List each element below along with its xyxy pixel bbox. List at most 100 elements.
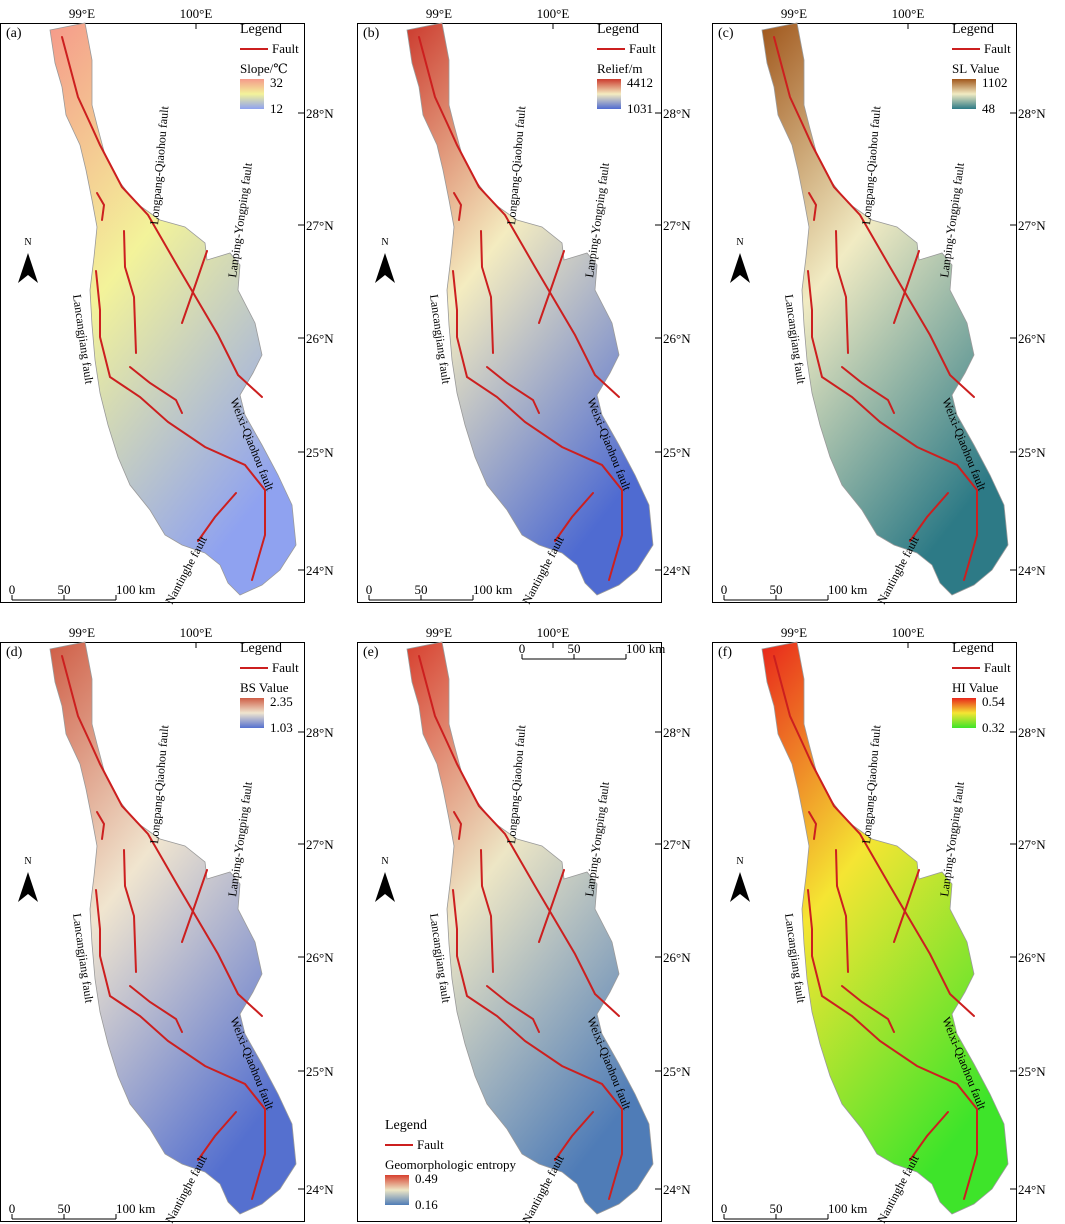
lon-label-100: 100°E: [180, 625, 213, 640]
legend-colorbar: [952, 79, 976, 109]
scale-label-100: 100 km: [626, 641, 665, 656]
legend-colorbar: [385, 1175, 409, 1205]
panel-label-f: (f): [718, 645, 732, 660]
fault-line-4: [129, 366, 183, 414]
fault-line-1: [96, 811, 106, 840]
north-label: N: [381, 237, 388, 248]
fault-line-1: [808, 811, 818, 840]
fault-label-lanping: Lanping-Yongping fault: [582, 780, 612, 897]
lon-label-100: 100°E: [892, 6, 925, 21]
panel-label-d: (d): [6, 645, 23, 660]
scale-label-100: 100 km: [116, 1201, 155, 1216]
lat-label-25: 25°N: [663, 445, 691, 460]
lat-label-28: 28°N: [306, 725, 334, 740]
map-frame: [357, 23, 662, 603]
lat-label-25: 25°N: [663, 1064, 691, 1079]
legend-colorbar: [240, 79, 264, 109]
lat-label-26: 26°N: [1018, 950, 1046, 965]
fault-line-6: [554, 492, 594, 542]
scale-label-0: 0: [519, 641, 526, 656]
lat-label-27: 27°N: [306, 837, 334, 852]
legend-colorbar: [597, 79, 621, 109]
fault-line-3: [807, 889, 978, 1200]
fault-line-3: [807, 270, 978, 581]
map-svg-a: 99°E 100°E 28°N 27°N 26°N 25°N 24°N (a) Longpang…: [0, 6, 334, 606]
north-label: N: [736, 237, 743, 248]
legend-colorbar: [240, 698, 264, 728]
scale-label-50: 50: [415, 582, 428, 597]
fault-label-lanping: Lanping-Yongping fault: [937, 161, 967, 278]
legend-max-value: 1102: [982, 75, 1008, 90]
legend-max-value: 0.49: [415, 1171, 438, 1186]
lat-label-26: 26°N: [306, 950, 334, 965]
panel-label-e: (e): [363, 645, 379, 660]
scale-label-0: 0: [721, 582, 728, 597]
north-arrow-icon: [730, 872, 750, 902]
legend-min-value: 1.03: [270, 720, 293, 735]
map-panel-c: 99°E 100°E 28°N 27°N 26°N 25°N 24°N (c) Longpang…: [712, 5, 1062, 606]
scale-label-50: 50: [58, 1201, 71, 1216]
fault-line-5: [181, 869, 208, 943]
legend-fault-label: Fault: [984, 41, 1011, 56]
lat-label-26: 26°N: [1018, 331, 1046, 346]
study-region: [49, 22, 297, 596]
fault-line-2: [480, 849, 494, 973]
lat-label-25: 25°N: [306, 445, 334, 460]
lat-label-27: 27°N: [1018, 218, 1046, 233]
legend-fault-label: Fault: [417, 1137, 444, 1152]
north-label: N: [736, 856, 743, 867]
fault-line-1: [96, 192, 106, 221]
scale-label-0: 0: [721, 1201, 728, 1216]
study-region: [406, 22, 654, 596]
fault-line-1: [808, 192, 818, 221]
fault-line-5: [538, 869, 565, 943]
scale-label-0: 0: [9, 582, 16, 597]
fault-line-4: [841, 366, 895, 414]
fault-line-6: [909, 492, 949, 542]
fault-line-4: [486, 985, 540, 1033]
legend-max-value: 4412: [627, 75, 653, 90]
map-panel-b: 99°E 100°E 28°N 27°N 26°N 25°N 24°N (b) Longpang…: [357, 5, 707, 606]
map-panel-e: 99°E 100°E 28°N 27°N 26°N 25°N 24°N (e) Longpang…: [357, 624, 707, 1224]
lat-label-26: 26°N: [663, 950, 691, 965]
legend-fault-label: Fault: [629, 41, 656, 56]
map-svg-c: 99°E 100°E 28°N 27°N 26°N 25°N 24°N (c) Longpang…: [712, 6, 1046, 606]
legend-fault-label: Fault: [272, 660, 299, 675]
lat-label-26: 26°N: [663, 331, 691, 346]
lat-label-24: 24°N: [306, 563, 334, 578]
scale-label-0: 0: [9, 1201, 16, 1216]
fault-line-0: [61, 655, 263, 1017]
legend-colorbar: [952, 698, 976, 728]
legend-fault-label: Fault: [984, 660, 1011, 675]
lat-label-24: 24°N: [663, 563, 691, 578]
fault-line-2: [123, 230, 137, 354]
map-svg-b: 99°E 100°E 28°N 27°N 26°N 25°N 24°N (b) Longpang…: [357, 6, 691, 606]
fault-label-longpang: Longpang-Qiaohou fault: [859, 105, 883, 225]
scale-label-100: 100 km: [116, 582, 155, 597]
legend-index-title: Geomorphologic entropy: [385, 1157, 517, 1172]
study-region: [761, 22, 1009, 596]
legend-title: Legend: [952, 22, 994, 37]
map-svg-d: 99°E 100°E 28°N 27°N 26°N 25°N 24°N (d) Longpang…: [0, 625, 334, 1224]
north-label: N: [24, 856, 31, 867]
fault-line-6: [554, 1111, 594, 1161]
lat-label-28: 28°N: [306, 106, 334, 121]
legend-title: Legend: [952, 641, 994, 656]
fault-line-0: [418, 655, 620, 1017]
map-panel-f: 99°E 100°E 28°N 27°N 26°N 25°N 24°N (f) Longpang…: [712, 624, 1062, 1224]
lon-label-100: 100°E: [537, 6, 570, 21]
fault-label-lanping: Lanping-Yongping fault: [225, 161, 255, 278]
north-arrow-icon: [375, 253, 395, 283]
lat-label-28: 28°N: [1018, 725, 1046, 740]
scale-label-50: 50: [770, 1201, 783, 1216]
fault-label-longpang: Longpang-Qiaohou fault: [147, 724, 171, 844]
north-arrow-icon: [375, 872, 395, 902]
lat-label-27: 27°N: [663, 837, 691, 852]
fault-line-2: [123, 849, 137, 973]
lat-label-27: 27°N: [306, 218, 334, 233]
legend-max-value: 32: [270, 75, 283, 90]
lon-label-99: 99°E: [781, 6, 807, 21]
fault-line-0: [773, 36, 975, 398]
fault-line-1: [453, 811, 463, 840]
legend-index-title: Relief/m: [597, 61, 643, 76]
